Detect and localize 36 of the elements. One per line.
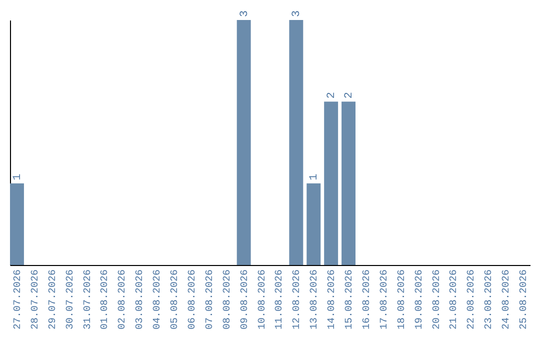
x-tick-label: 09.08.2026	[240, 270, 251, 330]
x-tick-label: 17.08.2026	[379, 270, 390, 330]
x-tick-label: 18.08.2026	[396, 270, 408, 330]
x-tick-label: 25.08.2026	[519, 270, 530, 330]
x-tick-label: 20.08.2026	[432, 270, 443, 330]
x-tick-label: 08.08.2026	[222, 270, 234, 330]
data-label: 2	[344, 92, 356, 99]
x-tick-label: 22.08.2026	[466, 270, 478, 330]
x-tick-label: 29.07.2026	[48, 270, 59, 330]
x-tick-label: 07.08.2026	[204, 270, 216, 330]
data-label: 3	[291, 10, 304, 17]
x-tick-label: 03.08.2026	[135, 270, 146, 330]
x-tick-label: 24.08.2026	[502, 270, 513, 330]
x-tick-label: 11.08.2026	[274, 270, 286, 330]
x-tick-label: 19.08.2026	[414, 270, 426, 330]
x-tick-label: 13.08.2026	[310, 270, 321, 330]
x-tick-label: 05.08.2026	[170, 270, 182, 330]
x-tick-label: 02.08.2026	[118, 270, 129, 330]
data-label: 1	[12, 173, 24, 180]
x-tick-label: 21.08.2026	[449, 270, 460, 330]
x-tick-label: 16.08.2026	[362, 270, 373, 330]
x-tick-label: 01.08.2026	[100, 270, 112, 330]
data-label: 1	[308, 173, 321, 180]
x-tick-label: 27.07.2026	[12, 270, 24, 330]
data-label: 3	[238, 10, 251, 17]
data-label: 2	[326, 92, 338, 99]
x-tick-label: 23.08.2026	[484, 270, 496, 330]
x-tick-label: 28.07.2026	[30, 270, 42, 330]
x-tick-label: 31.07.2026	[82, 270, 94, 330]
x-tick-label: 12.08.2026	[292, 270, 304, 330]
x-tick-label: 30.07.2026	[65, 270, 76, 330]
x-tick-label: 04.08.2026	[152, 270, 164, 330]
x-tick-label: 14.08.2026	[327, 270, 338, 330]
x-tick-label: 10.08.2026	[257, 270, 268, 330]
x-tick-label: 15.08.2026	[344, 270, 356, 330]
x-tick-label: 06.08.2026	[187, 270, 198, 330]
